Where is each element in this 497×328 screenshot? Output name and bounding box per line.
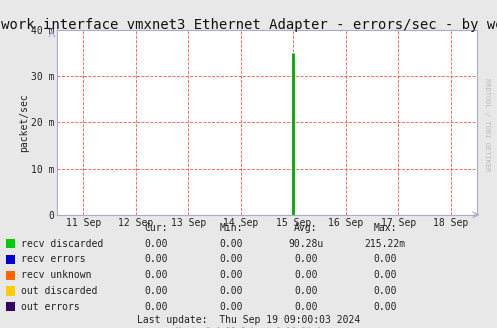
Text: 0.00: 0.00 [219,302,243,312]
Text: Max:: Max: [373,223,397,233]
Text: 90.28u: 90.28u [288,239,323,249]
Text: 0.00: 0.00 [145,255,168,264]
Text: 0.00: 0.00 [373,270,397,280]
Text: 0.00: 0.00 [219,286,243,296]
Text: Munin 2.0.25-2ubuntu0.16.04.4: Munin 2.0.25-2ubuntu0.16.04.4 [176,327,321,328]
Text: recv errors: recv errors [21,255,85,264]
Text: 0.00: 0.00 [294,255,318,264]
Text: 0.00: 0.00 [145,286,168,296]
Text: 0.00: 0.00 [219,270,243,280]
Text: Network interface vmxnet3 Ethernet Adapter - errors/sec - by week: Network interface vmxnet3 Ethernet Adapt… [0,18,497,32]
Text: out discarded: out discarded [21,286,97,296]
Text: 0.00: 0.00 [219,255,243,264]
Text: out errors: out errors [21,302,80,312]
Text: 0.00: 0.00 [373,255,397,264]
Y-axis label: packet/sec: packet/sec [19,93,29,152]
Text: 0.00: 0.00 [294,286,318,296]
Text: 0.00: 0.00 [219,239,243,249]
Text: 0.00: 0.00 [373,286,397,296]
Text: Avg:: Avg: [294,223,318,233]
Text: Min:: Min: [219,223,243,233]
Text: 0.00: 0.00 [145,270,168,280]
Text: recv discarded: recv discarded [21,239,103,249]
Text: recv unknown: recv unknown [21,270,91,280]
Text: 0.00: 0.00 [373,302,397,312]
Text: 0.00: 0.00 [294,270,318,280]
Text: 0.00: 0.00 [145,302,168,312]
Text: Cur:: Cur: [145,223,168,233]
Text: RRDTOOL / TOBI OETIKER: RRDTOOL / TOBI OETIKER [484,78,490,172]
Text: 0.00: 0.00 [145,239,168,249]
Text: Last update:  Thu Sep 19 09:00:03 2024: Last update: Thu Sep 19 09:00:03 2024 [137,315,360,325]
Text: 215.22m: 215.22m [365,239,406,249]
Text: 0.00: 0.00 [294,302,318,312]
